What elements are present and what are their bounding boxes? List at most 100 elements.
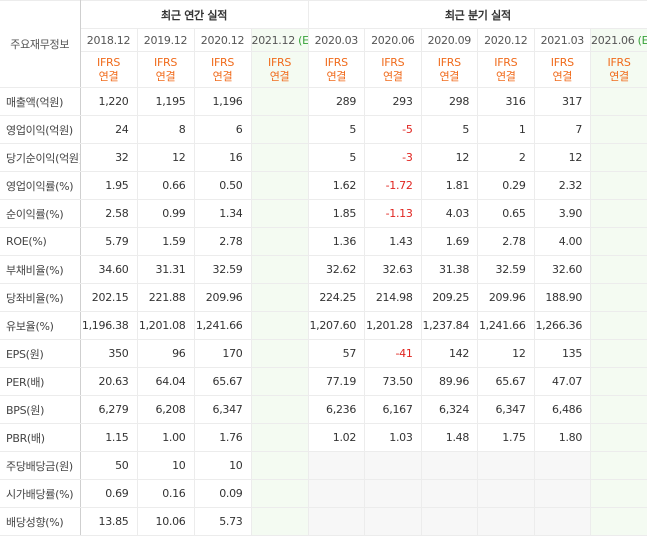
basis: 연결 [439,69,460,83]
row-label: 매출액(억원) [0,87,81,116]
value-cell: 10.06 [136,507,195,536]
period-header: 2020.12 [193,28,252,52]
period: 2020.06 [371,33,415,47]
value-cell: 209.25 [420,283,479,312]
table-body: 매출액(억원) 1,220 1,195 1,196 289 293 298 316 317 영업이… [0,87,647,536]
basis-header: IFRS 연결 [136,51,195,88]
value-cell: 32 [79,143,138,172]
basis: IFRS [211,55,234,69]
basis-header: IFRS 연결 [307,51,366,88]
value-cell: 12 [136,143,195,172]
empty-cell [250,423,309,452]
period: 2021.03 [540,33,585,47]
value-cell: 1,195 [136,87,195,116]
empty-cell [420,479,479,508]
empty-cell [590,255,647,284]
value-cell: 188.90 [533,283,592,312]
value-cell: 16 [193,143,252,172]
value-cell: 1.48 [420,423,479,452]
value-cell: 2.78 [477,227,535,256]
value-cell: 2.58 [79,199,138,228]
row-label: PBR(배) [0,423,81,452]
value-cell: 1.80 [533,423,592,452]
value-cell: 298 [420,87,479,116]
basis-header: IFRS 연결 [420,51,479,88]
row-label: 당좌비율(%) [0,283,81,312]
basis: IFRS [494,55,518,69]
value-cell: 2 [477,143,535,172]
value-cell: 0.69 [79,479,138,508]
value-cell: 1.59 [136,227,195,256]
period: 2021.12 [251,33,295,47]
basis: 연결 [98,69,119,83]
data-row: BPS(원) 6,279 6,208 6,347 6,236 6,167 6,324 6,34… [0,395,647,424]
value-cell: 142 [420,339,479,368]
value-cell: 5.79 [79,227,138,256]
row-label: EPS(원) [0,339,81,368]
empty-cell [364,479,422,508]
value-cell: 96 [136,339,195,368]
empty-cell [307,507,366,536]
row-label: 시가배당률(%) [0,479,81,508]
value-cell: 0.09 [193,479,252,508]
value-cell: 6,324 [420,395,479,424]
data-row: 영업이익률(%) 1.95 0.66 0.50 1.62 -1.72 1.81 0.29 2.3… [0,171,647,200]
value-cell: 1.81 [420,171,479,200]
group-header: 최근 연간 실적 [79,0,309,29]
value-cell: 0.16 [136,479,195,508]
value-cell: 13.85 [79,507,138,536]
row-label: 당기순이익(억원) [0,143,81,172]
value-cell: -3 [364,143,422,172]
value-cell: 0.29 [477,171,535,200]
period-header: 2021.03 [533,28,592,52]
value-cell: 1,237.84 [420,311,479,340]
data-row: 배당성향(%) 13.85 10.06 5.73 [0,507,647,536]
period: 2020.12 [200,33,245,47]
value-cell: 12 [420,143,479,172]
basis: IFRS [268,55,292,69]
value-cell: 350 [79,339,138,368]
empty-cell [590,479,647,508]
value-cell: 6,279 [79,395,138,424]
empty-cell [250,255,309,284]
value-cell: 1.02 [307,423,366,452]
data-row: 당좌비율(%) 202.15 221.88 209.96 224.25 214.98 209… [0,283,647,312]
value-cell: 4.00 [533,227,592,256]
empty-cell [533,451,592,480]
value-cell: 209.96 [193,283,252,312]
value-cell: 1.00 [136,423,195,452]
value-cell: -1.72 [364,171,422,200]
value-cell: 170 [193,339,252,368]
value-cell: 289 [307,87,366,116]
value-cell: 1,241.66 [477,311,535,340]
data-row: 유보율(%) 1,196.38 1,201.08 1,241.66 1,207.60 1,… [0,311,647,340]
empty-cell [590,311,647,340]
value-cell: 1,201.28 [364,311,422,340]
empty-cell [250,115,309,144]
empty-cell [590,171,647,200]
value-cell: 31.31 [136,255,195,284]
value-cell: 57 [307,339,366,368]
value-cell: 6 [193,115,252,144]
value-cell: 1,220 [79,87,138,116]
basis-header: IFRS 연결 [80,51,138,88]
value-cell: 10 [136,451,195,480]
value-cell: 32.62 [307,255,366,284]
value-cell: 6,167 [364,395,422,424]
value-cell: 0.50 [193,171,252,200]
value-cell: 6,236 [307,395,366,424]
value-cell: 214.98 [364,283,422,312]
value-cell: 50 [79,451,138,480]
value-cell: 2.32 [533,171,592,200]
row-label: ROE(%) [0,227,81,256]
value-cell: 1.95 [79,171,138,200]
empty-cell [250,171,309,200]
basis: 연결 [326,69,347,83]
data-row: ROE(%) 5.79 1.59 2.78 1.36 1.43 1.69 2.78 4.00 [0,227,647,256]
value-cell: 1,196.38 [79,311,138,340]
value-cell: 8 [136,115,195,144]
value-cell: 65.67 [477,367,535,396]
value-cell: 1 [477,115,535,144]
basis-header: IFRS 연결 [193,51,252,88]
empty-cell [477,451,535,480]
